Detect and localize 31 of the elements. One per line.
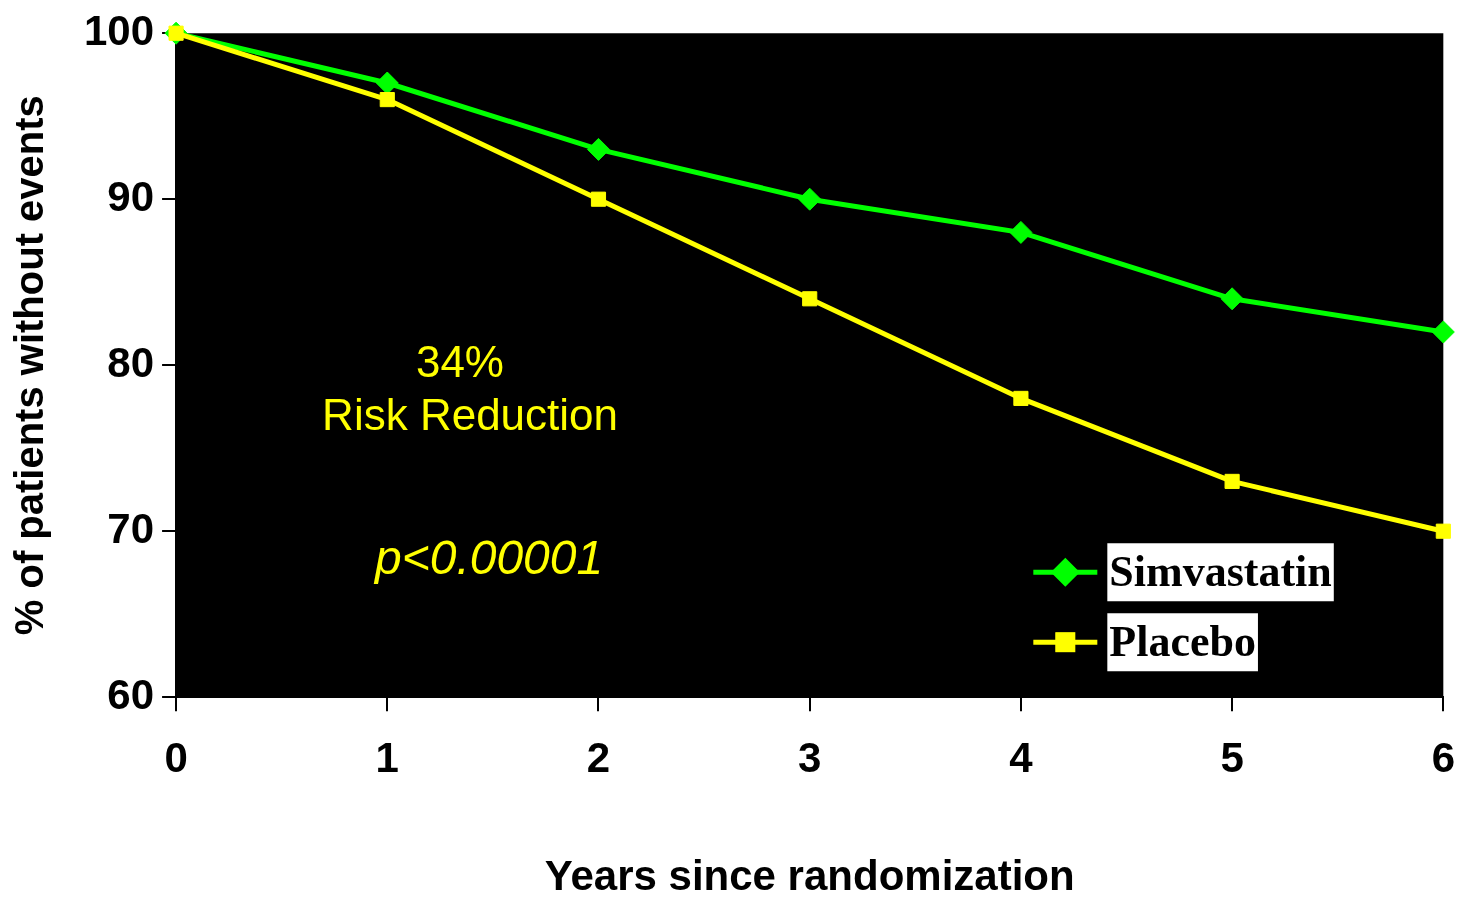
point	[590, 191, 607, 207]
x-tick-label: 4	[1009, 733, 1034, 781]
y-tick-label: 100	[84, 6, 155, 54]
point	[1220, 287, 1244, 311]
point	[1013, 390, 1029, 406]
point	[1435, 523, 1451, 539]
y-tick-label: 90	[107, 172, 155, 220]
point	[375, 71, 399, 95]
x-tick-label: 5	[1220, 733, 1244, 781]
point	[1431, 320, 1455, 344]
y-axis-title: % of patients without events	[7, 95, 52, 636]
y-tick-label: 70	[107, 504, 155, 552]
point	[798, 187, 822, 211]
point	[802, 291, 818, 307]
x-tick-label: 2	[586, 733, 611, 781]
y-tick-label: 60	[107, 670, 155, 718]
annotation: p<0.00001	[372, 531, 604, 585]
annotation: 34%	[415, 337, 504, 387]
annotation: Risk Reduction	[322, 390, 619, 440]
legend-label: Placebo	[1109, 616, 1256, 666]
x-tick-label: 0	[164, 733, 188, 781]
point	[379, 92, 395, 108]
point	[1224, 473, 1240, 489]
point	[1009, 220, 1033, 244]
y-tick-label: 80	[107, 338, 155, 386]
x-tick-label: 6	[1431, 733, 1455, 781]
point	[586, 137, 610, 161]
x-axis-title: Years since randomization	[544, 852, 1075, 900]
x-tick-label: 3	[798, 733, 822, 781]
x-tick-label: 1	[375, 733, 399, 781]
legend-label: Simvastatin	[1109, 546, 1332, 596]
